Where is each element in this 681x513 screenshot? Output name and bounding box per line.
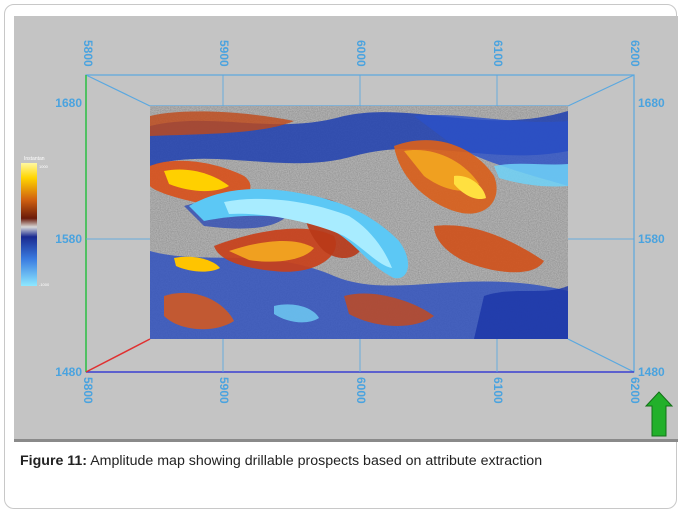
bottom-tick-label: 5900 bbox=[217, 377, 231, 404]
amplitude-map-panel: Instantan 1000 -1000 5800 5900 6000 6100… bbox=[14, 16, 678, 442]
left-tick-label: 1680 bbox=[55, 96, 82, 110]
colorbar-gradient bbox=[21, 163, 37, 286]
top-tick-label: 5800 bbox=[81, 40, 95, 67]
left-axis-labels: 1680 1580 1480 bbox=[55, 96, 82, 379]
figure-caption: Figure 11: Amplitude map showing drillab… bbox=[20, 452, 672, 471]
bottom-axis-labels: 5800 5900 6000 6100 6200 bbox=[81, 377, 642, 404]
right-axis-labels: 1680 1580 1480 bbox=[638, 96, 665, 379]
bottom-tick-label: 6200 bbox=[628, 377, 642, 404]
right-tick-label: 1480 bbox=[638, 365, 665, 379]
right-tick-label: 1580 bbox=[638, 232, 665, 246]
figure-label: Figure 11: bbox=[20, 453, 88, 469]
amplitude-map: Instantan 1000 -1000 5800 5900 6000 6100… bbox=[21, 40, 674, 437]
left-tick-label: 1580 bbox=[55, 232, 82, 246]
colorbar-min-label: -1000 bbox=[39, 282, 50, 287]
colorbar-title: Instantan bbox=[24, 156, 45, 162]
colorbar-max-label: 1000 bbox=[39, 164, 49, 169]
top-tick-label: 6100 bbox=[491, 40, 505, 67]
north-arrow-icon bbox=[644, 391, 674, 437]
bottom-tick-label: 5800 bbox=[81, 377, 95, 404]
top-tick-label: 6000 bbox=[354, 40, 368, 67]
top-tick-label: 6200 bbox=[628, 40, 642, 67]
top-tick-label: 5900 bbox=[217, 40, 231, 67]
colorbar-legend: Instantan 1000 -1000 bbox=[21, 156, 50, 287]
right-tick-label: 1680 bbox=[638, 96, 665, 110]
left-tick-label: 1480 bbox=[55, 365, 82, 379]
z-axis-line bbox=[85, 338, 151, 373]
figure-caption-text: Amplitude map showing drillable prospect… bbox=[90, 453, 543, 469]
bottom-tick-label: 6100 bbox=[491, 377, 505, 404]
top-axis-labels: 5800 5900 6000 6100 6200 bbox=[81, 40, 642, 67]
amplitude-data bbox=[150, 106, 568, 339]
bottom-tick-label: 6000 bbox=[354, 377, 368, 404]
